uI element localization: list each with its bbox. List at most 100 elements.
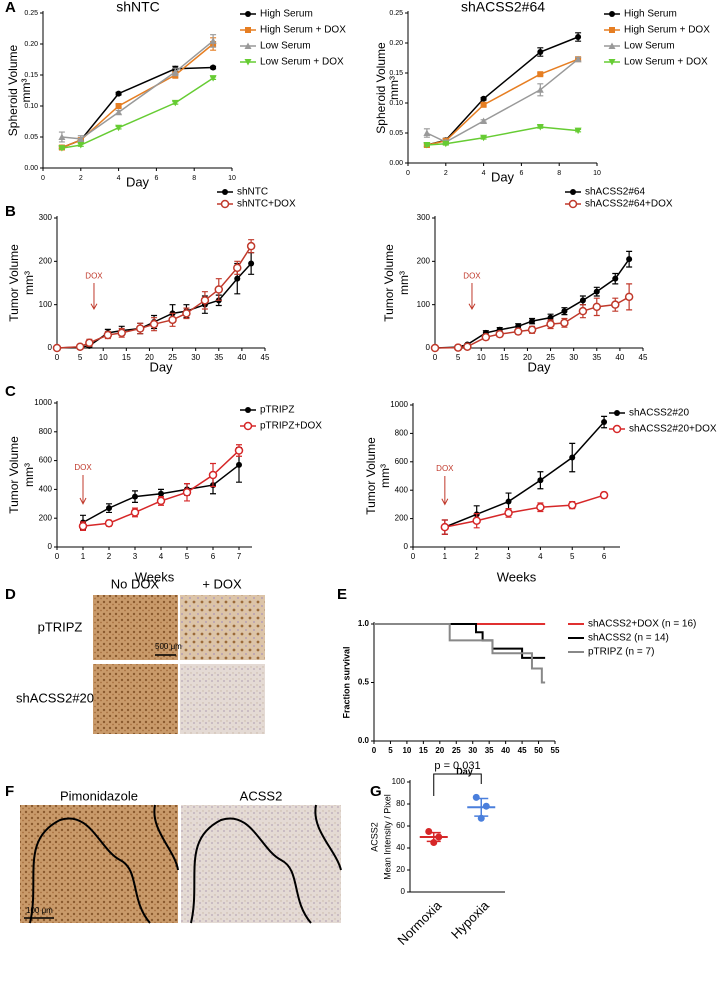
x-tick-label: 3	[133, 552, 138, 561]
marker	[182, 488, 192, 497]
marker	[104, 518, 114, 528]
y-axis-label: mm³	[397, 271, 411, 295]
y-tick-label: 600	[395, 457, 409, 466]
y-tick-label: 100	[39, 300, 53, 309]
y-tick-label: 600	[39, 456, 53, 465]
legend-label: shACSS2#20	[629, 408, 689, 419]
x-tick-label: 6	[211, 552, 216, 561]
marker	[624, 292, 634, 302]
marker	[547, 314, 554, 321]
x-tick-label: 5	[78, 353, 83, 362]
y-tick-label: 1000	[390, 400, 408, 409]
y-tick-label: 0	[401, 887, 406, 896]
marker	[234, 446, 244, 455]
marker	[601, 419, 608, 426]
x-axis-label: Day	[456, 766, 473, 776]
y-tick-label: 0	[48, 542, 53, 551]
y-axis-label: ACSS2	[369, 822, 379, 852]
x-tick-label: 25	[168, 353, 177, 362]
x-tick-label: 0	[55, 552, 60, 561]
marker	[106, 505, 112, 512]
y-tick-label: 60	[396, 821, 405, 830]
marker	[58, 133, 66, 140]
y-tick-label: 400	[39, 485, 53, 494]
y-tick-label: 0.15	[389, 70, 403, 77]
x-tick-label: 40	[615, 353, 624, 362]
panel-f-images	[20, 804, 342, 924]
chart: 0.00 0.05 0.10 0.15 0.20 0.25 0 2 4 6 8 10 shACSS2#6…	[374, 0, 710, 184]
marker	[236, 461, 242, 468]
marker	[423, 142, 431, 149]
y-tick-label: 20	[396, 865, 405, 874]
x-axis-label: Day	[491, 169, 515, 184]
marker	[495, 329, 504, 339]
marker	[480, 134, 488, 142]
x-tick-label: 0	[372, 746, 377, 755]
data-point	[482, 802, 490, 810]
marker	[171, 99, 179, 107]
marker	[593, 288, 600, 295]
marker	[200, 296, 210, 305]
x-tick-label: 0	[433, 353, 438, 362]
chart-title: shNTC	[116, 0, 160, 15]
x-tick-label: 0	[411, 552, 416, 561]
annotation: DOX	[436, 464, 454, 473]
y-tick-label: 0.15	[24, 72, 38, 79]
marker	[529, 318, 536, 325]
marker	[560, 318, 569, 328]
marker	[156, 496, 166, 506]
column-label: + DOX	[202, 576, 242, 591]
region-outline	[190, 804, 342, 924]
panel-letter: F	[5, 783, 14, 800]
marker	[463, 342, 472, 351]
annotation-arrow	[90, 283, 98, 311]
marker	[245, 11, 251, 17]
marker	[85, 338, 94, 348]
marker	[569, 454, 576, 461]
x-tick-label: 20	[145, 353, 154, 362]
x-tick-label: 4	[482, 170, 486, 177]
y-tick-label: 100	[392, 777, 406, 786]
y-tick-label: 0.05	[389, 130, 403, 137]
marker	[244, 42, 252, 49]
marker	[567, 500, 577, 510]
marker	[209, 75, 217, 82]
x-tick-label: 40	[501, 746, 510, 755]
image	[93, 664, 178, 734]
column-label: No DOX	[111, 576, 160, 591]
marker	[117, 328, 126, 338]
scale-label: 100 μm	[26, 906, 53, 915]
y-axis-label: mm³	[19, 79, 33, 103]
y-axis-label: Tumor Volume	[364, 437, 378, 515]
marker	[222, 189, 228, 195]
y-tick-label: 200	[39, 256, 53, 265]
marker	[248, 260, 255, 267]
marker	[77, 142, 85, 149]
series-line	[82, 449, 240, 527]
x-axis-label: Day	[527, 359, 551, 374]
x-tick-label: 2	[474, 552, 479, 561]
annotation: DOX	[463, 272, 481, 281]
marker	[579, 297, 586, 304]
marker	[244, 59, 252, 66]
panel-letter: D	[5, 586, 16, 603]
region-outline	[29, 804, 179, 924]
y-axis-label: Tumor Volume	[382, 244, 396, 322]
annotation-arrow	[468, 283, 476, 311]
data-point	[425, 828, 433, 835]
panel-letter: E	[337, 586, 347, 603]
annotation: DOX	[85, 272, 103, 281]
x-tick-label: 5	[570, 552, 575, 561]
x-tick-label: 20	[435, 746, 444, 755]
chart: 0 100 200 300 0 5 10 15 20 25 30 35 40 45 Day Tumor Vol…	[382, 187, 673, 375]
marker	[546, 319, 555, 329]
marker	[209, 37, 217, 44]
marker	[574, 127, 582, 135]
x-tick-label: 5	[185, 552, 190, 561]
legend-label: Low Serum	[260, 41, 311, 52]
image	[93, 595, 178, 660]
x-tick-label: 2	[107, 552, 112, 561]
marker	[575, 34, 582, 40]
marker	[472, 516, 481, 525]
marker	[536, 86, 544, 93]
